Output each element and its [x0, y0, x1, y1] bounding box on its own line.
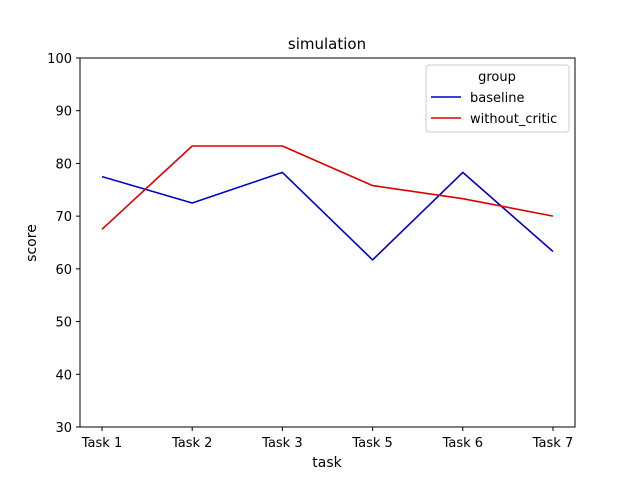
- x-tick-label: Task 1: [81, 436, 122, 451]
- x-tick-label: Task 2: [171, 436, 212, 451]
- x-tick-label: Task 3: [261, 436, 302, 451]
- x-tick-label: Task 5: [351, 436, 392, 451]
- series-line-without-critic: [101, 145, 554, 230]
- chart-title: simulation: [288, 35, 366, 53]
- series-lines: [101, 145, 554, 261]
- legend-label: without_critic: [470, 112, 557, 127]
- legend: group baseline without_critic: [425, 64, 570, 133]
- y-tick-label: 70: [55, 210, 72, 225]
- y-tick-label: 50: [55, 316, 72, 331]
- legend-title: group: [478, 70, 516, 85]
- series-line-baseline: [101, 171, 554, 261]
- y-axis: 30 40 50 60 70 80 90 100: [47, 52, 80, 436]
- legend-box: [425, 64, 570, 133]
- legend-entries: baseline without_critic: [431, 91, 557, 127]
- y-tick-label: 40: [55, 368, 72, 383]
- y-tick-label: 90: [55, 105, 72, 120]
- y-tick-label: 100: [47, 52, 72, 67]
- y-axis-label: score: [24, 224, 40, 262]
- x-axis: Task 1 Task 2 Task 3 Task 5 Task 6 Task 7: [81, 427, 573, 451]
- legend-label: baseline: [470, 91, 524, 106]
- x-tick-label: Task 7: [532, 436, 573, 451]
- y-tick-label: 30: [55, 421, 72, 436]
- x-tick-label: Task 6: [442, 436, 483, 451]
- y-tick-label: 80: [55, 157, 72, 172]
- plot-frame: [79, 57, 576, 428]
- x-axis-label: task: [312, 455, 342, 471]
- y-tick-label: 60: [55, 263, 72, 278]
